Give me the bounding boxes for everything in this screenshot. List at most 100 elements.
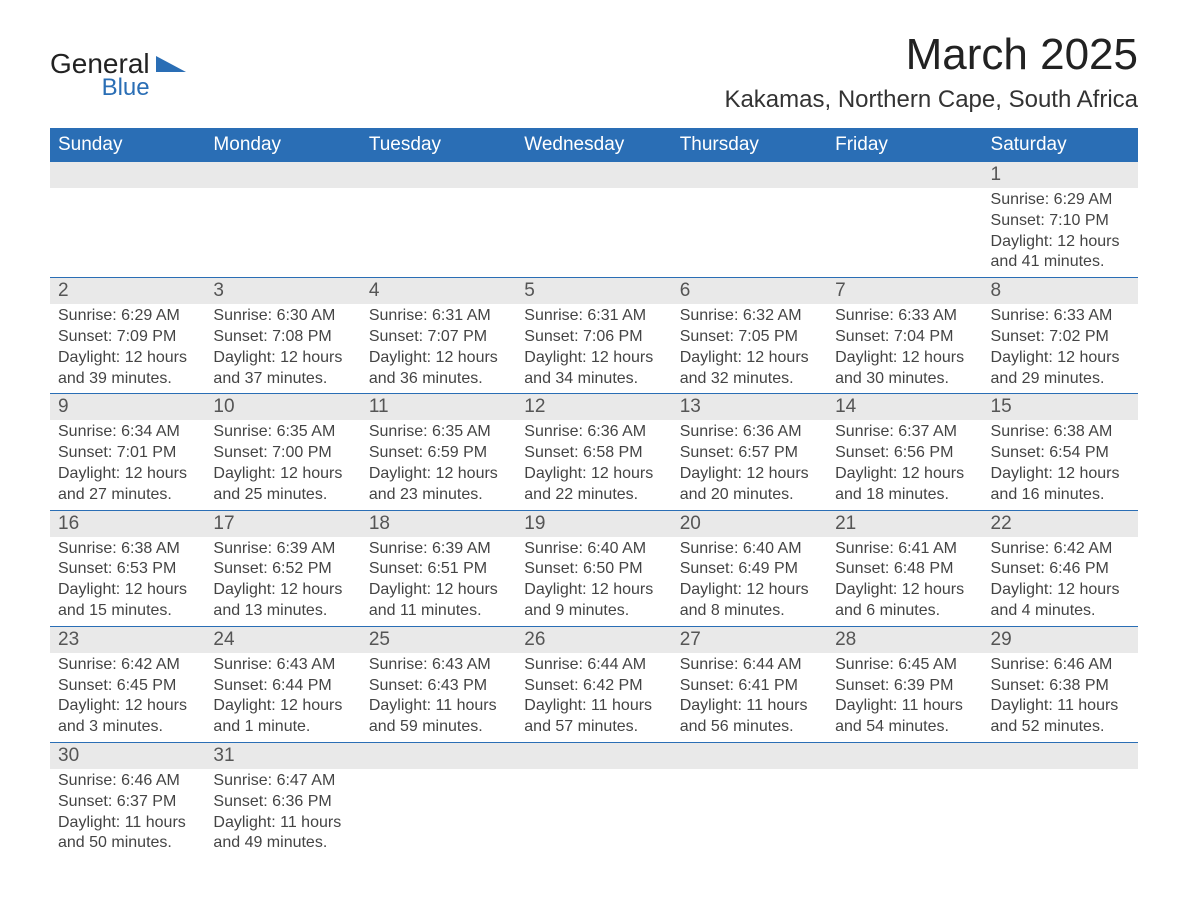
calendar-cell: 30Sunrise: 6:46 AMSunset: 6:37 PMDayligh… (50, 742, 205, 858)
daylight-line: Daylight: 12 hours and 4 minutes. (991, 580, 1130, 622)
sunset-line: Sunset: 7:10 PM (991, 211, 1130, 232)
calendar-cell: 24Sunrise: 6:43 AMSunset: 6:44 PMDayligh… (205, 626, 360, 742)
day-details: Sunrise: 6:36 AMSunset: 6:58 PMDaylight:… (516, 420, 671, 509)
day-details: Sunrise: 6:31 AMSunset: 7:07 PMDaylight:… (361, 304, 516, 393)
sunrise-line: Sunrise: 6:33 AM (835, 306, 974, 327)
calendar-cell: 12Sunrise: 6:36 AMSunset: 6:58 PMDayligh… (516, 394, 671, 510)
calendar-week-row: 30Sunrise: 6:46 AMSunset: 6:37 PMDayligh… (50, 742, 1138, 858)
calendar-cell: 7Sunrise: 6:33 AMSunset: 7:04 PMDaylight… (827, 278, 982, 394)
logo: General Blue (50, 50, 190, 100)
daylight-line: Daylight: 12 hours and 25 minutes. (213, 464, 352, 506)
calendar-cell (361, 162, 516, 278)
sunrise-line: Sunrise: 6:45 AM (835, 655, 974, 676)
sunset-line: Sunset: 6:58 PM (524, 443, 663, 464)
calendar-cell: 6Sunrise: 6:32 AMSunset: 7:05 PMDaylight… (672, 278, 827, 394)
sunset-line: Sunset: 7:07 PM (369, 327, 508, 348)
sunset-line: Sunset: 7:09 PM (58, 327, 197, 348)
daylight-line: Daylight: 12 hours and 6 minutes. (835, 580, 974, 622)
daylight-line: Daylight: 12 hours and 9 minutes. (524, 580, 663, 622)
location-subtitle: Kakamas, Northern Cape, South Africa (724, 86, 1138, 114)
day-details (205, 188, 360, 260)
daylight-line: Daylight: 12 hours and 13 minutes. (213, 580, 352, 622)
day-number: 10 (205, 394, 360, 420)
sunrise-line: Sunrise: 6:44 AM (524, 655, 663, 676)
day-details: Sunrise: 6:44 AMSunset: 6:41 PMDaylight:… (672, 653, 827, 742)
day-details: Sunrise: 6:32 AMSunset: 7:05 PMDaylight:… (672, 304, 827, 393)
daylight-line: Daylight: 12 hours and 41 minutes. (991, 232, 1130, 274)
day-details: Sunrise: 6:46 AMSunset: 6:38 PMDaylight:… (983, 653, 1138, 742)
calendar-cell: 22Sunrise: 6:42 AMSunset: 6:46 PMDayligh… (983, 510, 1138, 626)
daylight-line: Daylight: 12 hours and 11 minutes. (369, 580, 508, 622)
sunset-line: Sunset: 6:57 PM (680, 443, 819, 464)
sunrise-line: Sunrise: 6:31 AM (369, 306, 508, 327)
daylight-line: Daylight: 11 hours and 52 minutes. (991, 696, 1130, 738)
daylight-line: Daylight: 11 hours and 59 minutes. (369, 696, 508, 738)
page-header: General Blue March 2025 Kakamas, Norther… (50, 30, 1138, 124)
sunrise-line: Sunrise: 6:39 AM (369, 539, 508, 560)
sunrise-line: Sunrise: 6:38 AM (58, 539, 197, 560)
calendar-cell: 9Sunrise: 6:34 AMSunset: 7:01 PMDaylight… (50, 394, 205, 510)
sunset-line: Sunset: 7:08 PM (213, 327, 352, 348)
sunset-line: Sunset: 7:04 PM (835, 327, 974, 348)
calendar-cell: 15Sunrise: 6:38 AMSunset: 6:54 PMDayligh… (983, 394, 1138, 510)
day-number: 28 (827, 627, 982, 653)
day-number (827, 743, 982, 769)
daylight-line: Daylight: 12 hours and 27 minutes. (58, 464, 197, 506)
day-number: 8 (983, 278, 1138, 304)
sunrise-line: Sunrise: 6:33 AM (991, 306, 1130, 327)
day-of-week-header: Wednesday (516, 128, 671, 162)
daylight-line: Daylight: 12 hours and 32 minutes. (680, 348, 819, 390)
sunset-line: Sunset: 7:00 PM (213, 443, 352, 464)
day-details: Sunrise: 6:29 AMSunset: 7:09 PMDaylight:… (50, 304, 205, 393)
daylight-line: Daylight: 12 hours and 23 minutes. (369, 464, 508, 506)
day-details (516, 769, 671, 841)
sunset-line: Sunset: 6:52 PM (213, 559, 352, 580)
day-number: 19 (516, 511, 671, 537)
calendar-week-row: 2Sunrise: 6:29 AMSunset: 7:09 PMDaylight… (50, 278, 1138, 394)
sunrise-line: Sunrise: 6:46 AM (991, 655, 1130, 676)
day-number (516, 743, 671, 769)
daylight-line: Daylight: 11 hours and 49 minutes. (213, 813, 352, 855)
day-number: 7 (827, 278, 982, 304)
sunrise-line: Sunrise: 6:30 AM (213, 306, 352, 327)
calendar-cell: 23Sunrise: 6:42 AMSunset: 6:45 PMDayligh… (50, 626, 205, 742)
day-details (983, 769, 1138, 841)
sunrise-line: Sunrise: 6:37 AM (835, 422, 974, 443)
day-details: Sunrise: 6:41 AMSunset: 6:48 PMDaylight:… (827, 537, 982, 626)
day-number (361, 162, 516, 188)
day-of-week-header: Saturday (983, 128, 1138, 162)
day-details: Sunrise: 6:31 AMSunset: 7:06 PMDaylight:… (516, 304, 671, 393)
sunset-line: Sunset: 6:54 PM (991, 443, 1130, 464)
sunrise-line: Sunrise: 6:40 AM (524, 539, 663, 560)
day-details: Sunrise: 6:37 AMSunset: 6:56 PMDaylight:… (827, 420, 982, 509)
day-number (361, 743, 516, 769)
day-number: 6 (672, 278, 827, 304)
calendar-week-row: 1Sunrise: 6:29 AMSunset: 7:10 PMDaylight… (50, 162, 1138, 278)
day-details: Sunrise: 6:39 AMSunset: 6:52 PMDaylight:… (205, 537, 360, 626)
day-number (983, 743, 1138, 769)
calendar-cell: 13Sunrise: 6:36 AMSunset: 6:57 PMDayligh… (672, 394, 827, 510)
daylight-line: Daylight: 12 hours and 8 minutes. (680, 580, 819, 622)
sunset-line: Sunset: 6:59 PM (369, 443, 508, 464)
day-number: 25 (361, 627, 516, 653)
day-details: Sunrise: 6:42 AMSunset: 6:46 PMDaylight:… (983, 537, 1138, 626)
daylight-line: Daylight: 12 hours and 20 minutes. (680, 464, 819, 506)
calendar-cell: 19Sunrise: 6:40 AMSunset: 6:50 PMDayligh… (516, 510, 671, 626)
day-details (516, 188, 671, 260)
day-of-week-header: Tuesday (361, 128, 516, 162)
calendar-cell: 1Sunrise: 6:29 AMSunset: 7:10 PMDaylight… (983, 162, 1138, 278)
sunset-line: Sunset: 7:02 PM (991, 327, 1130, 348)
daylight-line: Daylight: 12 hours and 18 minutes. (835, 464, 974, 506)
day-number: 2 (50, 278, 205, 304)
sunset-line: Sunset: 6:43 PM (369, 676, 508, 697)
calendar-cell: 16Sunrise: 6:38 AMSunset: 6:53 PMDayligh… (50, 510, 205, 626)
sunrise-line: Sunrise: 6:36 AM (680, 422, 819, 443)
sunrise-line: Sunrise: 6:42 AM (58, 655, 197, 676)
daylight-line: Daylight: 11 hours and 56 minutes. (680, 696, 819, 738)
daylight-line: Daylight: 12 hours and 3 minutes. (58, 696, 197, 738)
day-number: 31 (205, 743, 360, 769)
day-details: Sunrise: 6:36 AMSunset: 6:57 PMDaylight:… (672, 420, 827, 509)
sunset-line: Sunset: 6:53 PM (58, 559, 197, 580)
sunset-line: Sunset: 6:36 PM (213, 792, 352, 813)
day-details: Sunrise: 6:35 AMSunset: 6:59 PMDaylight:… (361, 420, 516, 509)
